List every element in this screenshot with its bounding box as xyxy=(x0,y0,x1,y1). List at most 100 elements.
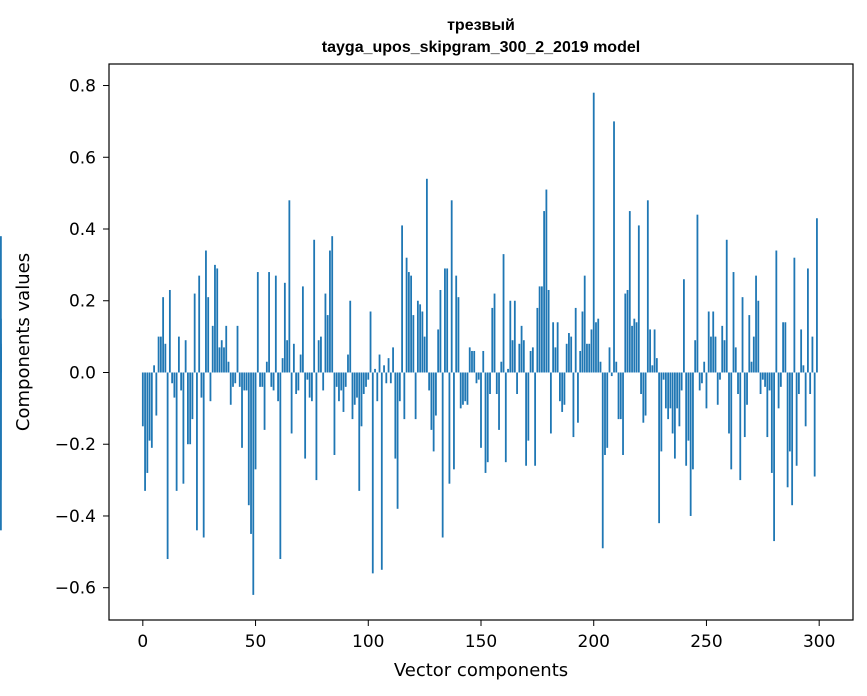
bar xyxy=(719,372,721,379)
x-tick-label: 300 xyxy=(803,632,835,652)
bar xyxy=(234,372,236,383)
bar xyxy=(541,286,543,372)
bar xyxy=(512,340,514,372)
bar xyxy=(663,372,665,379)
bar xyxy=(178,337,180,373)
bar xyxy=(766,372,768,437)
bar xyxy=(392,347,394,372)
bar xyxy=(803,365,805,372)
bar xyxy=(316,372,318,480)
bar xyxy=(618,372,620,419)
bar xyxy=(814,372,816,476)
bar xyxy=(485,372,487,472)
bar xyxy=(557,322,559,372)
bar xyxy=(651,365,653,372)
bar xyxy=(595,322,597,372)
bar xyxy=(726,240,728,373)
bar xyxy=(243,372,245,390)
bar xyxy=(164,344,166,373)
bar xyxy=(277,372,279,401)
bar xyxy=(322,372,324,390)
x-tick-label: 100 xyxy=(352,632,384,652)
bar xyxy=(525,372,527,465)
bar xyxy=(516,372,518,394)
bar xyxy=(210,372,212,401)
bar xyxy=(205,251,207,373)
bar xyxy=(261,372,263,386)
bar xyxy=(561,372,563,411)
bar xyxy=(347,355,349,373)
bar xyxy=(654,329,656,372)
bar xyxy=(681,372,683,390)
bar xyxy=(733,272,735,372)
bar xyxy=(403,372,405,419)
bar xyxy=(246,372,248,390)
bar xyxy=(435,372,437,415)
y-axis-label: Components values xyxy=(13,253,34,431)
bar xyxy=(665,372,667,408)
bar xyxy=(697,215,699,373)
bar xyxy=(419,304,421,372)
bar xyxy=(349,301,351,373)
bar xyxy=(320,337,322,373)
bar xyxy=(498,372,500,429)
bar xyxy=(782,322,784,372)
bar xyxy=(304,372,306,458)
bar xyxy=(385,372,387,383)
bar xyxy=(338,372,340,401)
bar xyxy=(629,211,631,372)
bar xyxy=(460,372,462,408)
bar xyxy=(221,340,223,372)
bar xyxy=(216,268,218,372)
bar xyxy=(162,297,164,372)
bar xyxy=(566,344,568,373)
bar xyxy=(509,301,511,373)
bar xyxy=(482,351,484,373)
bar xyxy=(755,276,757,373)
bar xyxy=(225,326,227,373)
bar xyxy=(325,294,327,373)
bar xyxy=(771,372,773,472)
bar xyxy=(613,121,615,372)
bar xyxy=(638,225,640,372)
bar xyxy=(812,337,814,373)
y-tick-label: −0.2 xyxy=(55,435,96,455)
bar xyxy=(286,340,288,372)
bar xyxy=(376,372,378,401)
bar xyxy=(424,337,426,373)
bar xyxy=(374,369,376,373)
bar xyxy=(421,312,423,373)
bar xyxy=(282,358,284,372)
bar xyxy=(437,329,439,372)
bar xyxy=(146,372,148,472)
bar xyxy=(505,372,507,462)
bar xyxy=(600,362,602,373)
x-axis-label: Vector components xyxy=(394,660,568,681)
bar xyxy=(640,372,642,394)
bar xyxy=(523,340,525,372)
bar xyxy=(453,372,455,469)
bar xyxy=(573,372,575,437)
bar xyxy=(158,337,160,373)
bar xyxy=(155,372,157,415)
bar xyxy=(356,372,358,397)
bar xyxy=(591,329,593,372)
bar xyxy=(683,279,685,372)
bar xyxy=(548,290,550,373)
bar xyxy=(715,337,717,373)
bar xyxy=(816,218,818,372)
bar xyxy=(496,372,498,394)
bar xyxy=(730,372,732,469)
bar xyxy=(399,372,401,401)
bar xyxy=(773,372,775,541)
bar xyxy=(559,372,561,401)
bar xyxy=(489,372,491,394)
bar xyxy=(144,372,146,490)
bar xyxy=(302,286,304,372)
bar xyxy=(552,322,554,372)
bar xyxy=(597,319,599,373)
bar xyxy=(669,372,671,408)
bar xyxy=(431,372,433,429)
bar xyxy=(660,372,662,451)
